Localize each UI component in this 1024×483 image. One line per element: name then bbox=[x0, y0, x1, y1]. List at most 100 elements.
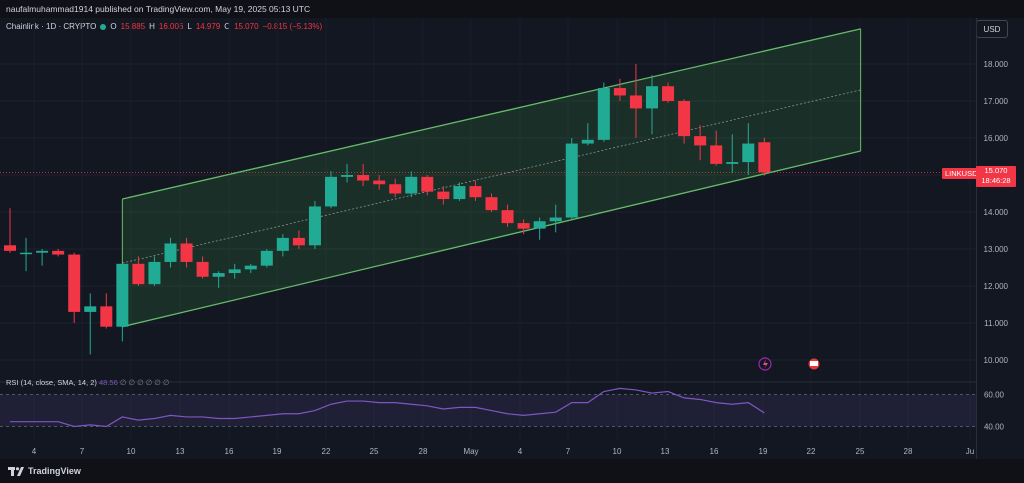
rsi-title[interactable]: RSI (14, close, SMA, 14, 2) bbox=[6, 378, 97, 387]
candle-body[interactable] bbox=[678, 101, 691, 137]
candle-body[interactable] bbox=[36, 250, 49, 253]
y-tick-label: 14.000 bbox=[984, 208, 1009, 217]
candle-body[interactable] bbox=[325, 176, 337, 207]
x-tick-label: 28 bbox=[419, 447, 428, 456]
rsi-level-label: 40.00 bbox=[984, 422, 1005, 431]
candle-body[interactable] bbox=[20, 252, 33, 255]
candle-body[interactable] bbox=[469, 186, 482, 198]
candle-body[interactable] bbox=[646, 86, 658, 109]
rsi-level-label: 60.00 bbox=[984, 391, 1005, 400]
price-axis-separator bbox=[976, 18, 977, 459]
x-tick-label: 10 bbox=[127, 447, 136, 456]
attribution-bar: naufalmuhammad1914 published on TradingV… bbox=[0, 0, 1024, 18]
candle-body[interactable] bbox=[533, 221, 546, 229]
symbol-name[interactable]: Chainlink · 1D · CRYPTO bbox=[6, 22, 97, 31]
channel-lower-line[interactable] bbox=[122, 150, 861, 328]
rsi-band bbox=[0, 394, 976, 427]
candle-body[interactable] bbox=[758, 142, 771, 173]
y-tick-label: 12.000 bbox=[984, 282, 1009, 291]
candle-body[interactable] bbox=[276, 237, 289, 251]
low-label: L bbox=[187, 22, 192, 31]
candle-body[interactable] bbox=[116, 263, 129, 327]
candle-body[interactable] bbox=[694, 136, 707, 146]
candle-body[interactable] bbox=[453, 186, 466, 200]
candle-body[interactable] bbox=[373, 180, 386, 185]
candle-body[interactable] bbox=[517, 223, 530, 229]
footer-brand: TradingView bbox=[28, 466, 81, 476]
candle-body[interactable] bbox=[421, 176, 434, 192]
bar-countdown: 18:46:28 bbox=[981, 176, 1011, 185]
x-tick-label: 22 bbox=[322, 447, 331, 456]
y-tick-label: 17.000 bbox=[984, 97, 1009, 106]
x-tick-label: 25 bbox=[370, 447, 379, 456]
candle-body[interactable] bbox=[389, 184, 402, 194]
y-tick-label: 18.000 bbox=[984, 60, 1009, 69]
candle-body[interactable] bbox=[164, 243, 177, 262]
candle-body[interactable] bbox=[148, 261, 161, 285]
channel-fill[interactable] bbox=[122, 28, 861, 327]
x-tick-label: 16 bbox=[225, 447, 234, 456]
candle-body[interactable] bbox=[260, 250, 273, 266]
last-price: 15.070 bbox=[984, 166, 1008, 175]
tradingview-logo[interactable]: TradingView bbox=[8, 466, 81, 476]
symbol-legend: Chainlink · 1D · CRYPTO O 15.885 H 16.006 … bbox=[6, 22, 322, 31]
candle-body[interactable] bbox=[228, 269, 241, 274]
candle-body[interactable] bbox=[292, 237, 305, 246]
candle-body[interactable] bbox=[132, 263, 145, 285]
candle-body[interactable] bbox=[726, 162, 739, 164]
candle-body[interactable] bbox=[437, 191, 450, 200]
candle-body[interactable] bbox=[581, 139, 594, 144]
channel-upper-line[interactable] bbox=[122, 28, 861, 200]
x-tick-label: 22 bbox=[807, 447, 816, 456]
x-tick-label: 16 bbox=[710, 447, 719, 456]
candle-body[interactable] bbox=[52, 250, 65, 255]
high-label: H bbox=[149, 22, 155, 31]
close-value: 15.070 bbox=[234, 22, 259, 31]
candle-body[interactable] bbox=[100, 306, 113, 327]
x-tick-label: May bbox=[463, 447, 478, 456]
x-tick-label: 13 bbox=[661, 447, 670, 456]
candle-body[interactable] bbox=[341, 175, 354, 177]
candle-body[interactable] bbox=[597, 88, 610, 140]
candle-body[interactable] bbox=[4, 245, 16, 251]
rsi-line[interactable] bbox=[10, 387, 765, 428]
x-tick-label: 19 bbox=[273, 447, 282, 456]
candle-body[interactable] bbox=[613, 88, 626, 96]
candle-body[interactable] bbox=[196, 261, 209, 277]
rsi-legend: RSI (14, close, SMA, 14, 2) 48.56 ∅ ∅ ∅ … bbox=[6, 378, 169, 387]
candle-body[interactable] bbox=[68, 254, 81, 312]
x-tick-label: 4 bbox=[518, 447, 523, 456]
x-tick-label: Ju bbox=[966, 447, 974, 456]
candle-body[interactable] bbox=[710, 145, 723, 164]
flag-glyph-icon bbox=[810, 361, 818, 366]
lightning-glyph-icon bbox=[763, 359, 768, 369]
last-price-box: 15.070 18:46:28 bbox=[976, 166, 1016, 187]
candle-body[interactable] bbox=[565, 143, 578, 218]
candle-body[interactable] bbox=[84, 306, 97, 312]
candle-body[interactable] bbox=[662, 86, 675, 101]
close-label: C bbox=[224, 22, 231, 31]
x-tick-label: 7 bbox=[566, 447, 571, 456]
candle-body[interactable] bbox=[180, 243, 193, 262]
candle-body[interactable] bbox=[549, 217, 562, 222]
open-label: O bbox=[110, 22, 117, 31]
y-tick-label: 13.000 bbox=[984, 245, 1009, 254]
candle-body[interactable] bbox=[212, 273, 225, 277]
y-tick-label: 10.000 bbox=[984, 356, 1009, 365]
candle-body[interactable] bbox=[405, 176, 418, 194]
x-tick-label: 25 bbox=[856, 447, 865, 456]
y-tick-label: 16.000 bbox=[984, 134, 1009, 143]
x-tick-label: 28 bbox=[904, 447, 913, 456]
x-tick-label: 4 bbox=[32, 447, 37, 456]
rsi-value: 48.56 bbox=[98, 378, 118, 387]
candle-body[interactable] bbox=[501, 210, 514, 224]
candle-body[interactable] bbox=[244, 265, 257, 270]
tradingview-logo-icon bbox=[8, 466, 24, 476]
candle-body[interactable] bbox=[629, 95, 642, 109]
candle-body[interactable] bbox=[357, 175, 370, 181]
candle-body[interactable] bbox=[485, 197, 498, 211]
candle-body[interactable] bbox=[308, 206, 321, 246]
candle-body[interactable] bbox=[742, 143, 755, 163]
x-tick-label: 13 bbox=[176, 447, 185, 456]
